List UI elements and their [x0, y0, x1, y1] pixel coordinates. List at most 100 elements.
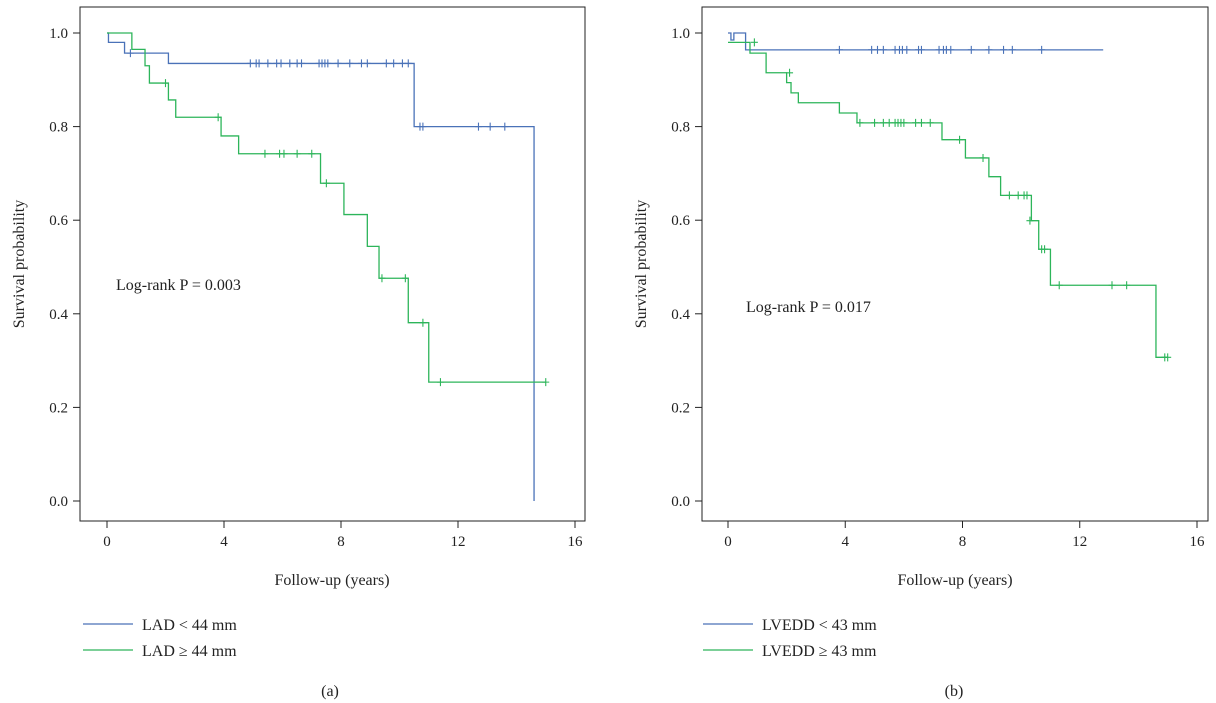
censor-mark	[162, 79, 169, 88]
x-tick-label: 4	[842, 534, 850, 550]
censor-mark	[298, 59, 306, 68]
y-tick-label: 0.4	[49, 307, 68, 323]
panel-a: 0 4 8 12 16 0.0 0.2 0.4 0.6 0.8 1.0 Follow-up (ye…	[11, 6, 586, 700]
y-tick-label: 1.0	[49, 26, 68, 42]
censor-mark	[363, 59, 371, 68]
plot-frame-a	[79, 6, 586, 522]
plot-frame-b	[701, 6, 1209, 522]
censor-mark	[885, 118, 893, 127]
x-tick-label: 12	[451, 534, 466, 550]
censor-mark	[390, 59, 398, 68]
km-curve-0-0	[107, 32, 535, 501]
km-curve-1-1	[728, 41, 1168, 358]
censor-mark	[1008, 45, 1016, 54]
y-tick-label: 0.8	[671, 120, 690, 136]
censor-mark	[985, 45, 993, 54]
x-tick-label: 0	[724, 534, 732, 550]
logrank-annotation-a: Log-rank P = 0.003	[116, 277, 241, 294]
legend-a: LAD < 44 mm LAD ≥ 44 mm	[83, 617, 237, 660]
censor-mark	[486, 122, 494, 131]
censor-mark	[501, 122, 509, 131]
censor-mark	[322, 179, 330, 188]
censor-mark	[324, 59, 332, 68]
censor-mark	[404, 59, 412, 68]
y-tick-label: 0.0	[49, 494, 68, 510]
censor-mark	[126, 49, 134, 58]
km-curve-0-1	[107, 32, 546, 383]
curves-a	[107, 32, 550, 501]
censor-mark	[214, 113, 222, 122]
censor-mark	[398, 59, 406, 68]
censor-mark	[900, 118, 908, 127]
censor-mark	[879, 118, 887, 127]
censor-mark	[750, 38, 758, 47]
censor-mark	[382, 59, 390, 68]
censor-mark	[1123, 281, 1131, 290]
censor-mark	[474, 122, 482, 131]
censor-mark	[956, 135, 964, 144]
censor-mark	[1055, 281, 1063, 290]
censor-mark	[419, 318, 427, 327]
censor-mark	[286, 59, 294, 68]
x-tick-label: 16	[1190, 534, 1206, 550]
censor-mark	[1005, 191, 1013, 200]
censor-mark	[293, 149, 301, 158]
x-tick-label: 4	[220, 534, 228, 550]
legend-label-lad-ge44: LAD ≥ 44 mm	[142, 643, 237, 660]
censor-mark	[868, 45, 876, 54]
censor-mark	[1014, 191, 1022, 200]
y-axis-ticks-a: 0.0 0.2 0.4 0.6 0.8 1.0	[49, 26, 80, 510]
y-tick-label: 0.4	[671, 307, 690, 323]
y-axis-label-a: Survival probability	[11, 200, 28, 328]
censor-mark	[255, 59, 263, 68]
x-axis-ticks-b: 0 4 8 12 16	[724, 521, 1205, 550]
y-tick-label: 0.6	[49, 213, 68, 229]
censor-mark	[786, 68, 794, 77]
panel-label-b: (b)	[945, 683, 964, 700]
censor-mark	[277, 59, 285, 68]
censor-mark	[357, 59, 365, 68]
censor-mark	[436, 378, 444, 387]
legend-b: LVEDD < 43 mm LVEDD ≥ 43 mm	[703, 617, 877, 660]
x-tick-label: 12	[1072, 534, 1087, 550]
x-tick-label: 16	[568, 534, 584, 550]
censor-mark	[334, 59, 342, 68]
x-axis-label-b: Follow-up (years)	[897, 572, 1012, 589]
censor-mark	[1108, 281, 1116, 290]
censor-mark	[1041, 245, 1049, 254]
censor-mark	[378, 274, 386, 283]
y-tick-label: 0.2	[671, 400, 690, 416]
censor-mark	[873, 45, 881, 54]
legend-label-lvedd-lt43: LVEDD < 43 mm	[762, 617, 877, 634]
censor-mark	[1000, 45, 1008, 54]
censor-mark	[401, 274, 409, 283]
y-tick-label: 0.6	[671, 213, 690, 229]
km-curve-1-0	[728, 32, 1104, 51]
x-axis-ticks-a: 0 4 8 12 16	[103, 521, 583, 550]
y-tick-label: 1.0	[671, 26, 690, 42]
legend-label-lad-lt44: LAD < 44 mm	[142, 617, 237, 634]
censor-mark	[947, 45, 955, 54]
censor-mark	[1038, 45, 1046, 54]
censor-mark	[261, 149, 269, 158]
y-tick-label: 0.0	[671, 494, 690, 510]
censor-mark	[264, 59, 272, 68]
censor-mark	[856, 118, 864, 127]
censor-mark	[917, 118, 925, 127]
censor-mark	[542, 378, 550, 387]
censor-mark	[835, 45, 843, 54]
x-tick-label: 0	[103, 534, 111, 550]
panel-label-a: (a)	[321, 683, 339, 700]
censor-mark	[308, 149, 316, 158]
x-tick-label: 8	[337, 534, 345, 550]
censor-mark	[1026, 216, 1034, 225]
censor-mark	[926, 118, 934, 127]
y-axis-label-b: Survival probability	[633, 200, 650, 328]
curves-b	[728, 32, 1172, 362]
censor-mark	[912, 118, 920, 127]
y-axis-ticks-b: 0.0 0.2 0.4 0.6 0.8 1.0	[671, 26, 702, 510]
censor-mark	[246, 59, 254, 68]
x-axis-label-a: Follow-up (years)	[274, 572, 389, 589]
y-tick-label: 0.2	[49, 400, 68, 416]
